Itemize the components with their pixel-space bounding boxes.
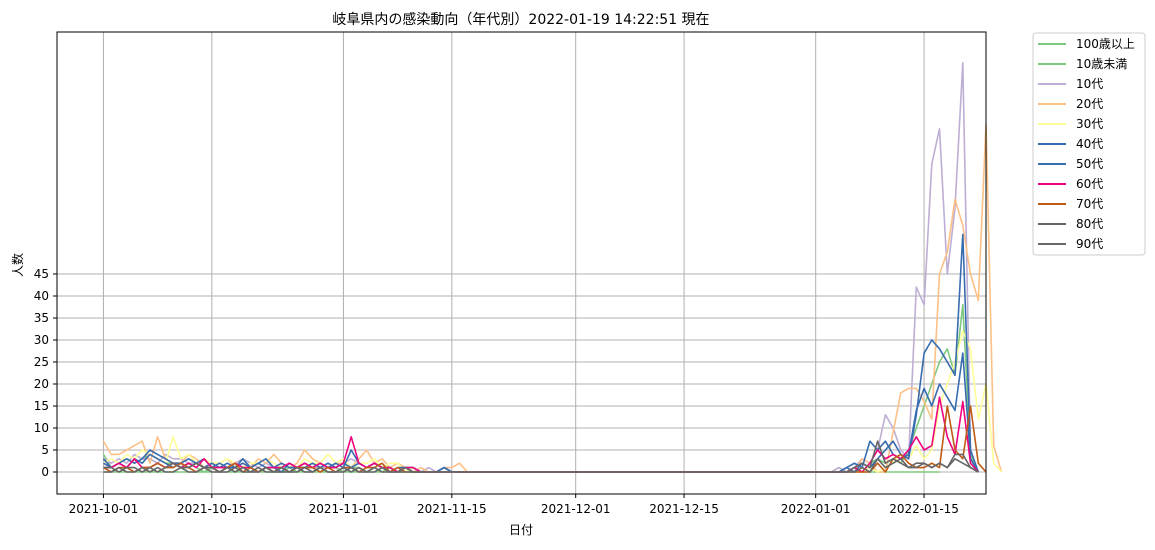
y-tick-label: 35 (34, 311, 49, 325)
legend: 100歳以上 10歳未満 10代 20代 30代 40代 50代 60代 70代 80代 90代 (1032, 32, 1146, 256)
x-tick-label: 2021-12-15 (649, 502, 719, 516)
legend-label: 90代 (1076, 237, 1103, 251)
y-tick-label: 25 (34, 355, 49, 369)
y-tick-label: 5 (41, 443, 49, 457)
series-line (103, 233, 980, 473)
x-tick-label: 2021-10-01 (69, 502, 139, 516)
y-tick-label: 15 (34, 399, 49, 413)
legend-label: 50代 (1076, 157, 1103, 171)
x-axis-label: 日付 (509, 523, 533, 537)
y-axis-label: 人数 (10, 253, 25, 277)
chart-title: 岐阜県内の感染動向（年代別）2022-01-19 14:22:51 現在 (332, 11, 709, 28)
x-tick-label: 2021-11-15 (417, 502, 487, 516)
legend-label: 10代 (1076, 77, 1103, 91)
x-tick-label: 2021-10-15 (177, 502, 247, 516)
series-line (103, 396, 979, 473)
series-line (102, 303, 980, 473)
plot-frame (56, 31, 987, 495)
x-tick-label: 2021-11-01 (309, 502, 379, 516)
x-tick-label: 2022-01-15 (889, 502, 959, 516)
legend-label: 30代 (1076, 117, 1103, 131)
x-tick-label: 2022-01-01 (781, 502, 851, 516)
y-tick-label: 0 (41, 465, 49, 479)
legend-label: 100歳以上 (1076, 37, 1135, 51)
legend-label: 10歳未満 (1076, 57, 1127, 71)
y-tick-label: 40 (34, 289, 49, 303)
grid (57, 32, 986, 494)
y-tick-label: 20 (34, 377, 49, 391)
y-tick-label: 45 (34, 267, 49, 281)
series-line (103, 457, 979, 473)
legend-label: 60代 (1076, 177, 1103, 191)
y-tick-label: 10 (34, 421, 49, 435)
legend-frame (1032, 32, 1146, 256)
y-axis: 0 5 10 15 20 25 30 35 40 45 (34, 267, 57, 479)
series-line (102, 352, 979, 473)
x-axis: 2021-10-01 2021-10-15 2021-11-01 2021-11-15… (69, 494, 959, 516)
legend-label: 40代 (1076, 137, 1103, 151)
legend-label: 20代 (1076, 97, 1103, 111)
series-line (102, 123, 1003, 473)
legend-label: 80代 (1076, 217, 1103, 231)
plot-area (102, 61, 1003, 473)
y-tick-label: 30 (34, 333, 49, 347)
legend-label: 70代 (1076, 197, 1103, 211)
series-line (103, 61, 980, 473)
x-tick-label: 2021-12-01 (541, 502, 611, 516)
